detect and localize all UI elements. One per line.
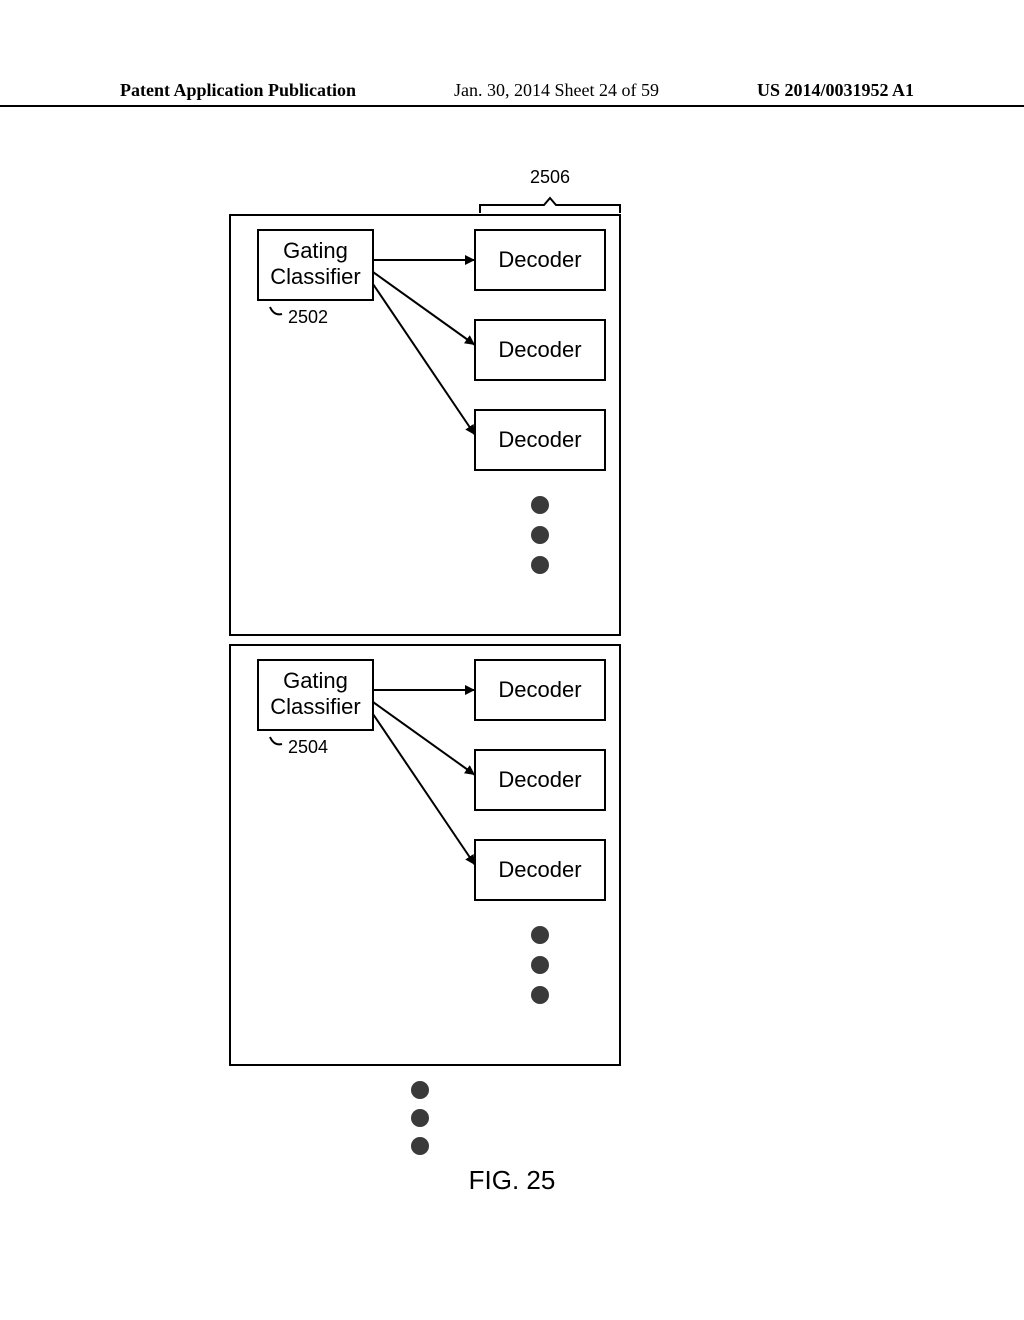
svg-text:Decoder: Decoder	[498, 427, 581, 452]
svg-text:2504: 2504	[288, 737, 328, 757]
svg-text:Decoder: Decoder	[498, 767, 581, 792]
figure-caption: FIG. 25	[0, 1165, 1024, 1196]
svg-text:Gating: Gating	[283, 238, 348, 263]
svg-text:2506: 2506	[530, 167, 570, 187]
svg-text:Decoder: Decoder	[498, 337, 581, 362]
svg-text:Classifier: Classifier	[270, 694, 360, 719]
svg-text:2502: 2502	[288, 307, 328, 327]
svg-text:Decoder: Decoder	[498, 857, 581, 882]
svg-text:Decoder: Decoder	[498, 247, 581, 272]
svg-text:Classifier: Classifier	[270, 264, 360, 289]
figure-svg: 2506GatingClassifier2502DecoderDecoderDe…	[0, 0, 1024, 1320]
svg-text:Decoder: Decoder	[498, 677, 581, 702]
svg-text:Gating: Gating	[283, 668, 348, 693]
